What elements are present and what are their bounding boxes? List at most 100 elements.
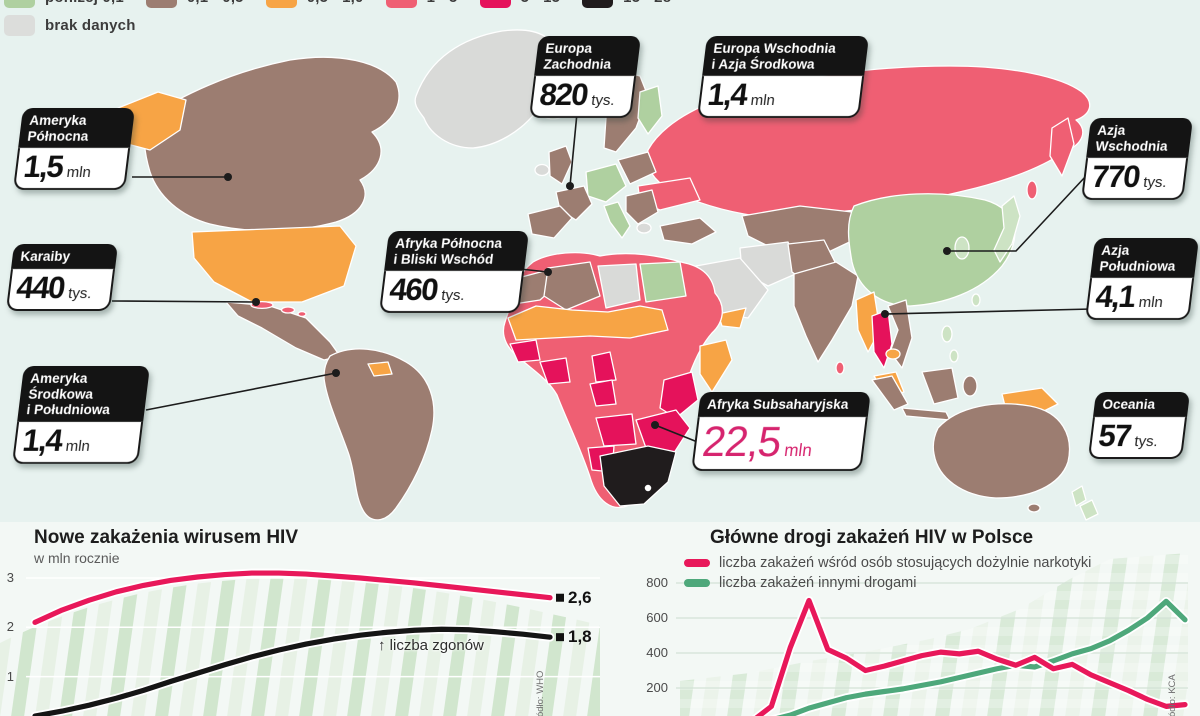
map-algeria [543, 261, 601, 311]
chart1-source: Źródło: WHO [535, 670, 546, 716]
chart2-ytick-600: 600 [646, 610, 668, 625]
region-unit: tys. [67, 284, 93, 302]
region-name: Oceania [1093, 392, 1191, 417]
region-value-box: 460tys. [378, 271, 525, 314]
region-callout-6: Azja Wschodnia 770tys. [1080, 118, 1194, 201]
legend-item-0-5: 15 - 28 [582, 0, 671, 8]
chart1-ytick-3: 3 [6, 570, 14, 585]
legend-swatch [145, 0, 177, 8]
chart-new-hiv-infections: Nowe zakażenia wirusem HIV w mln rocznie… [0, 525, 600, 716]
region-value: 820 [537, 77, 590, 113]
region-unit: mln [64, 437, 91, 455]
region-unit: tys. [1133, 432, 1159, 450]
region-value-box: 440tys. [5, 268, 116, 311]
map-turkey [659, 217, 717, 245]
region-callout-8: Oceania 57tys. [1087, 392, 1191, 459]
end-label: 1,8 [568, 627, 592, 647]
legend-label: 0,1 - 0,5 [187, 0, 244, 6]
chart1-title: Nowe zakażenia wirusem HIV [34, 527, 298, 548]
region-name: Azja Południowa [1090, 238, 1200, 279]
map-east-africa [659, 371, 699, 419]
legend-item-other: liczba zakażeń innymi drogami [684, 575, 916, 591]
legend-label: brak danych [45, 17, 136, 34]
map-italy [603, 201, 631, 239]
region-value-box: 1,5mln [12, 148, 131, 191]
map-sahel [507, 305, 669, 341]
legend-swatch [385, 0, 417, 8]
region-value: 22,5 [699, 417, 784, 465]
map-south-africa [599, 445, 677, 507]
map-libya [597, 263, 641, 309]
region-callout-5: Afryka Północna i Bliski Wschód 460tys. [378, 231, 530, 314]
region-value-box: 22,5mln [691, 416, 868, 471]
map-australia [932, 403, 1071, 499]
region-value: 1,5 [21, 149, 65, 185]
chart2-title: Główne drogi zakażeń HIV w Polsce [710, 527, 1034, 548]
map-cameroon [591, 351, 617, 383]
map-south-america [323, 348, 435, 521]
legend-item-0-3: 1 - 5 [385, 0, 458, 8]
region-name: Ameryka Środkowa i Południowa [17, 366, 150, 422]
map-korea [954, 236, 970, 260]
chart1-plot [0, 568, 600, 716]
legend-item-1-0: brak danych [4, 15, 136, 36]
map-cambodia [885, 348, 901, 360]
region-value: 1,4 [20, 422, 64, 458]
region-name: Karaiby [11, 244, 119, 269]
chart2-ytick-400: 400 [646, 645, 668, 660]
map-zambia-zimbabwe [635, 409, 691, 457]
legend-label: 15 - 28 [623, 0, 671, 6]
legend-swatch [582, 0, 614, 8]
chart1-ytick-2: 2 [6, 619, 14, 635]
region-name: Azja Wschodnia [1086, 118, 1194, 159]
end-label: 2,6 [568, 587, 592, 607]
region-callout-4: Europa Wschodnia i Azja Środkowa 1,4mln [696, 36, 870, 119]
map-uk [548, 145, 573, 185]
legend-swatch [479, 0, 511, 8]
map-legend: poniżej 0,1 0,1 - 0,5 0,5 - 1,0 1 - 5 5 - 15… [4, 0, 671, 43]
region-unit: mln [749, 92, 776, 110]
region-value: 440 [14, 269, 67, 305]
map-canada [143, 56, 400, 232]
legend-swatch [4, 15, 35, 36]
chart-poland-infection-routes: Główne drogi zakażeń HIV w Polsce liczba… [640, 525, 1200, 716]
legend-label: poniżej 0,1 [45, 0, 124, 6]
legend-item-idu: liczba zakażeń wśród osób stosujących do… [684, 555, 1091, 571]
map-new-zealand [1071, 485, 1087, 507]
legend-label: 1 - 5 [427, 0, 458, 6]
legend-item-0-4: 5 - 15 [479, 0, 561, 8]
region-value-box: 57tys. [1087, 416, 1188, 459]
map-borneo [921, 367, 959, 405]
chart2-plot [676, 553, 1190, 716]
region-value-box: 1,4mln [12, 421, 144, 464]
legend-item-0-1: 0,1 - 0,5 [145, 0, 244, 8]
map-japan [993, 195, 1021, 263]
map-hispaniola [280, 306, 296, 314]
region-unit: tys. [1142, 174, 1168, 192]
chart1-subtitle: w mln rocznie [34, 550, 120, 566]
map-angola [595, 413, 637, 447]
map-usa [191, 225, 357, 303]
region-value: 460 [387, 272, 440, 308]
legend-item-0-0: poniżej 0,1 [4, 0, 124, 8]
map-thailand [871, 309, 893, 369]
chart2-ytick-200: 200 [646, 680, 668, 695]
region-value: 57 [1096, 417, 1133, 453]
region-unit: mln [783, 440, 814, 460]
callout-connectors [111, 112, 1093, 444]
region-name: Europa Wschodnia i Azja Środkowa [702, 36, 870, 77]
region-value-box: 1,4mln [696, 76, 865, 119]
region-name: Afryka Północna i Bliski Wschód [384, 231, 530, 272]
world-map [111, 29, 1099, 521]
legend-item-0-2: 0,5 - 1,0 [265, 0, 364, 8]
legend-label: 0,5 - 1,0 [307, 0, 364, 6]
region-value: 770 [1089, 159, 1142, 195]
chart2-source: Źródło: KCA [1167, 674, 1178, 716]
up-arrow-icon: ↑ [378, 637, 386, 654]
chart2-ytick-800: 800 [646, 575, 668, 590]
map-iberia [527, 205, 573, 239]
legend-swatch-green [684, 579, 710, 587]
region-unit: tys. [440, 287, 466, 305]
region-name: Afryka Subsaharyjska [697, 392, 871, 417]
